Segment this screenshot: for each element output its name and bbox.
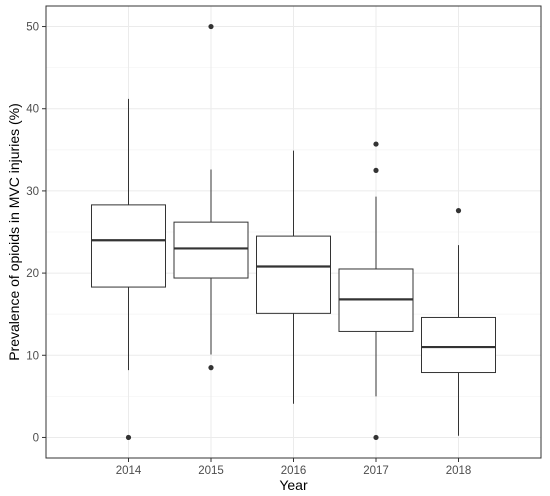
outlier-point [373,167,379,173]
outlier-point [208,23,214,30]
x-tick-label: 2015 [198,465,224,477]
x-tick-label: 2016 [281,465,307,477]
box-2018 [421,208,496,436]
y-tick-label: 40 [26,104,39,116]
box-series [91,23,496,441]
x-axis-title: Year [279,477,308,493]
outlier-point [125,434,132,441]
outlier-point [455,208,462,214]
box-iqr [256,235,331,314]
x-tick-label: 2018 [446,465,472,477]
box-2016 [256,150,331,404]
x-axis-ticks: 2014 2015 2016 2017 2018 [116,458,472,477]
box-iqr [173,221,249,279]
y-axis-ticks: 0 10 20 30 40 50 [26,22,46,444]
box-2015 [173,23,249,371]
y-axis-title: Prevalence of opioids in MVC injuries (%… [6,103,22,361]
y-tick-label: 20 [26,268,39,280]
box-2014 [91,98,166,441]
y-tick-label: 0 [33,432,39,444]
outlier-point [373,434,379,441]
box-2017 [338,141,414,441]
y-tick-label: 30 [26,186,39,198]
y-tick-label: 10 [26,350,39,362]
y-tick-label: 50 [26,22,39,34]
box-iqr [91,204,166,288]
x-tick-label: 2014 [116,465,142,477]
x-tick-label: 2017 [363,465,389,477]
box-iqr [421,316,496,374]
outlier-point [373,141,379,147]
outlier-point [208,365,214,371]
